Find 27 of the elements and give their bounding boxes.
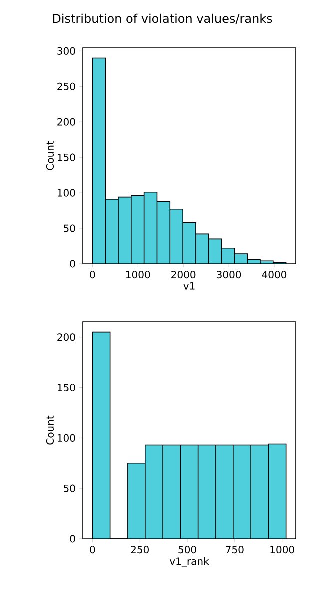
y-tick-label: 300 xyxy=(58,47,76,55)
x-tick-label: 250 xyxy=(131,546,149,554)
x-tick-label: 1000 xyxy=(126,271,150,279)
y-tick-label: 150 xyxy=(58,384,76,392)
y-tick-label: 100 xyxy=(58,189,76,197)
x-tick-label: 750 xyxy=(226,546,244,554)
x-axis-title: v1_rank xyxy=(170,557,210,568)
y-tick-label: 250 xyxy=(58,82,76,90)
y-tick-label: 150 xyxy=(58,154,76,162)
x-tick-label: 500 xyxy=(178,546,196,554)
x-tick-label: 3000 xyxy=(217,271,242,279)
y-tick-label: 200 xyxy=(58,118,76,126)
y-tick-label: 50 xyxy=(64,224,76,232)
y-axis-title: Count xyxy=(46,416,54,445)
chart-title: Distribution of violation values/ranks xyxy=(53,14,272,24)
x-axis-title: v1 xyxy=(184,282,195,290)
y-tick-label: 0 xyxy=(70,535,76,543)
x-tick-label: 0 xyxy=(90,271,96,279)
x-tick-label: 4000 xyxy=(262,271,287,279)
y-axis-title: Count xyxy=(46,141,54,170)
y-tick-label: 100 xyxy=(58,434,76,442)
x-tick-label: 0 xyxy=(90,546,96,554)
y-tick-label: 50 xyxy=(64,484,76,492)
y-tick-label: 200 xyxy=(58,334,76,342)
x-tick-label: 2000 xyxy=(172,271,196,279)
y-tick-label: 0 xyxy=(70,260,76,268)
x-tick-label: 1000 xyxy=(270,546,294,554)
